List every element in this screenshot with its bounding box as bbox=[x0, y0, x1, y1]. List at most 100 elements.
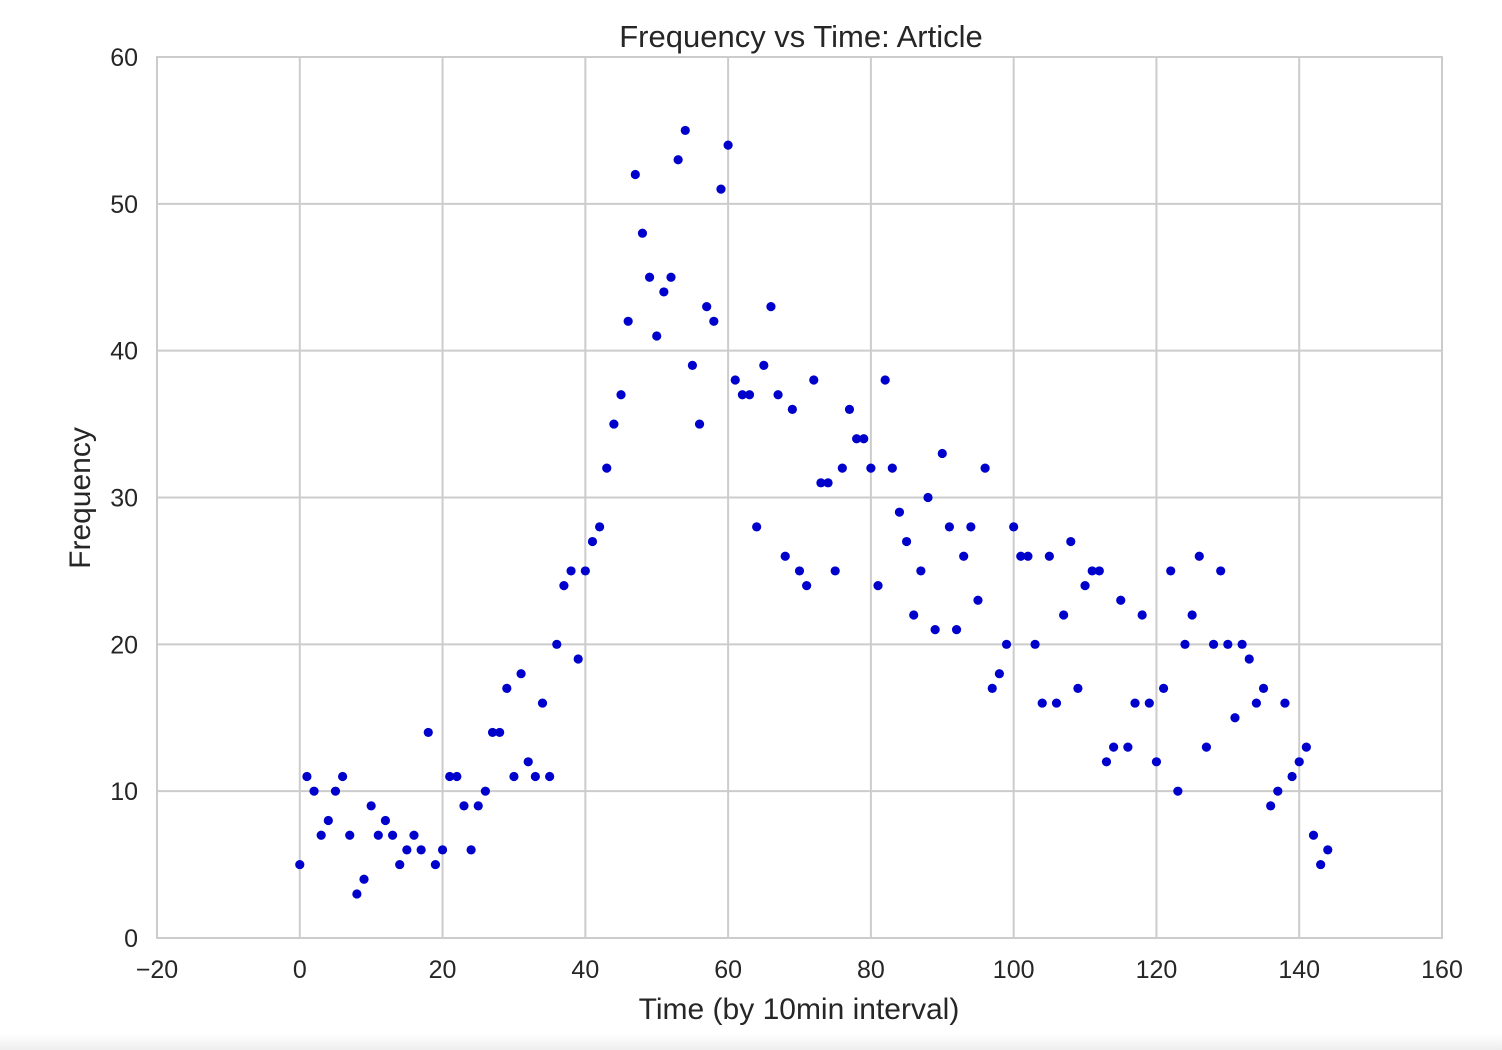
data-point bbox=[787, 404, 797, 414]
data-point bbox=[1094, 566, 1104, 576]
data-point bbox=[759, 360, 769, 370]
data-point bbox=[687, 360, 698, 370]
data-point bbox=[866, 463, 876, 473]
data-point bbox=[816, 478, 826, 488]
data-point bbox=[1266, 801, 1276, 811]
data-point bbox=[837, 463, 847, 473]
data-point bbox=[473, 801, 483, 811]
x-tick-label: 140 bbox=[1278, 956, 1320, 984]
data-point bbox=[844, 404, 855, 414]
data-point bbox=[1166, 566, 1176, 576]
data-point bbox=[766, 302, 776, 312]
x-tick-label: −20 bbox=[136, 956, 178, 984]
data-point bbox=[1001, 639, 1012, 649]
data-point bbox=[1244, 654, 1254, 664]
data-point bbox=[537, 698, 548, 708]
data-point bbox=[1073, 683, 1083, 693]
data-point bbox=[880, 375, 890, 385]
data-point bbox=[980, 463, 990, 473]
data-point bbox=[1109, 742, 1119, 752]
data-point bbox=[587, 536, 598, 547]
data-point bbox=[1016, 551, 1026, 561]
data-point bbox=[495, 727, 505, 738]
data-point bbox=[1116, 595, 1126, 605]
data-point bbox=[1158, 683, 1169, 693]
data-point bbox=[352, 889, 362, 899]
data-point bbox=[730, 375, 740, 385]
data-point bbox=[694, 419, 705, 429]
data-point bbox=[295, 859, 305, 870]
data-point bbox=[659, 287, 669, 297]
y-tick-label: 60 bbox=[110, 44, 138, 72]
data-point bbox=[666, 272, 676, 282]
data-point bbox=[644, 272, 655, 282]
data-point bbox=[1230, 713, 1240, 723]
x-tick-label: 160 bbox=[1421, 956, 1463, 984]
data-point bbox=[366, 801, 376, 811]
data-point bbox=[1087, 566, 1097, 576]
data-point bbox=[1201, 742, 1212, 752]
x-tick-label: 0 bbox=[293, 956, 307, 984]
data-point bbox=[616, 390, 626, 400]
data-point bbox=[359, 874, 369, 884]
data-point bbox=[723, 140, 733, 150]
data-point bbox=[1280, 698, 1290, 708]
data-point bbox=[323, 815, 333, 826]
data-point bbox=[423, 727, 433, 738]
data-point bbox=[1051, 698, 1062, 708]
data-point bbox=[445, 771, 455, 782]
plot-frame bbox=[156, 56, 1443, 939]
data-point bbox=[430, 859, 441, 870]
data-point bbox=[702, 302, 712, 312]
data-point bbox=[887, 463, 897, 473]
data-point bbox=[737, 390, 747, 400]
data-point bbox=[1180, 639, 1190, 649]
data-point bbox=[1258, 683, 1269, 693]
data-point bbox=[809, 375, 819, 385]
data-point bbox=[523, 757, 533, 767]
data-point bbox=[552, 639, 562, 649]
data-point bbox=[480, 786, 490, 796]
y-tick-label: 50 bbox=[110, 191, 138, 219]
data-point bbox=[987, 683, 997, 693]
data-point bbox=[380, 815, 391, 826]
data-point bbox=[1273, 786, 1283, 796]
data-point bbox=[930, 625, 940, 635]
x-tick-label: 60 bbox=[714, 956, 742, 984]
data-point bbox=[923, 492, 933, 503]
chart-title: Frequency vs Time: Article bbox=[619, 19, 983, 54]
data-point bbox=[830, 566, 840, 576]
data-point bbox=[338, 771, 348, 782]
data-point bbox=[1123, 742, 1133, 752]
data-point bbox=[794, 566, 805, 576]
data-point bbox=[409, 830, 419, 840]
data-point bbox=[395, 859, 405, 870]
data-point bbox=[680, 125, 690, 136]
x-tick-label: 20 bbox=[429, 956, 457, 984]
data-point bbox=[1323, 845, 1333, 855]
data-point bbox=[852, 434, 862, 444]
data-point bbox=[1066, 536, 1076, 547]
window-bottom-edge bbox=[0, 1034, 1502, 1050]
x-axis-label: Time (by 10min interval) bbox=[639, 993, 960, 1026]
data-point bbox=[487, 727, 498, 738]
y-tick-labels: 0 10 20 30 40 50 60 bbox=[110, 44, 138, 953]
data-point bbox=[652, 331, 662, 341]
data-point bbox=[466, 845, 476, 855]
data-point bbox=[316, 830, 326, 840]
data-point bbox=[823, 478, 833, 488]
data-point bbox=[609, 419, 619, 429]
data-points bbox=[295, 125, 1333, 899]
data-point bbox=[1301, 742, 1311, 752]
data-point bbox=[859, 434, 869, 444]
data-point bbox=[1187, 610, 1197, 620]
data-point bbox=[1194, 551, 1204, 561]
data-point bbox=[1223, 639, 1233, 649]
data-point bbox=[416, 845, 426, 855]
x-tick-label: 80 bbox=[857, 956, 885, 984]
data-point bbox=[437, 845, 448, 855]
data-point bbox=[916, 566, 926, 576]
data-point bbox=[1308, 830, 1319, 840]
data-point bbox=[937, 448, 947, 459]
